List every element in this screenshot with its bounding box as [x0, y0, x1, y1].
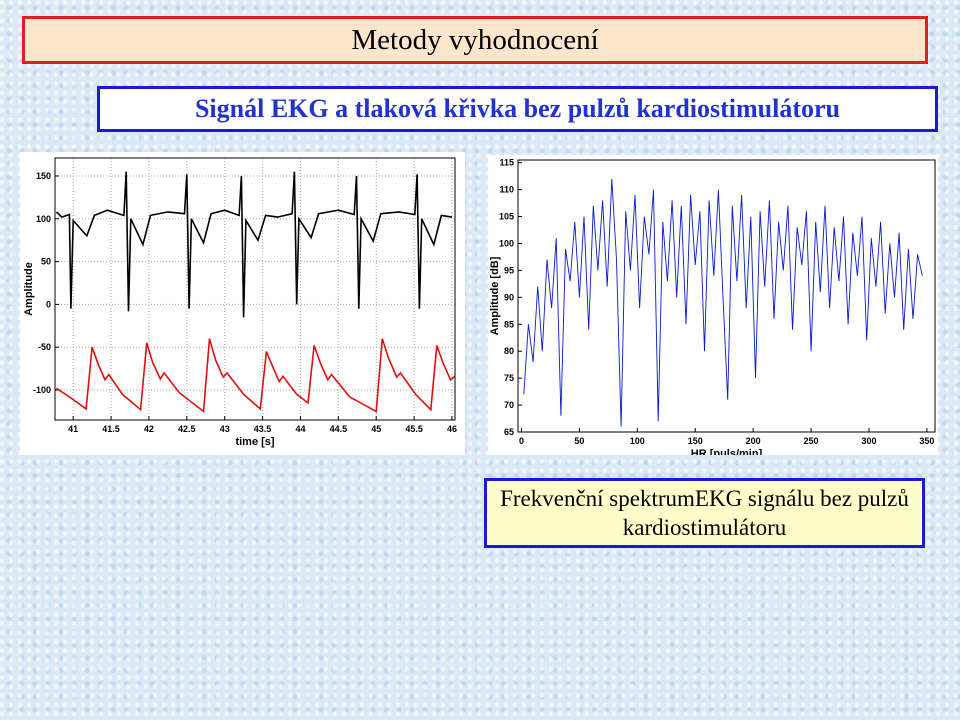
data-line: [56, 338, 456, 413]
x-axis-label: time [s]: [235, 436, 274, 448]
y-tick-label: 100: [36, 214, 51, 224]
y-tick-label: 70: [504, 400, 514, 410]
caption: Frekvenční spektrumEKG signálu bez pulzů…: [484, 478, 925, 548]
x-tick-label: 300: [861, 436, 876, 446]
x-tick-label: 44.5: [330, 424, 348, 434]
y-tick-label: 105: [499, 212, 514, 222]
plot-area: [55, 158, 455, 420]
y-tick-label: 85: [504, 319, 514, 329]
data-line: [523, 178, 923, 427]
y-tick-label: 0: [46, 299, 51, 309]
x-tick-label: 41.5: [102, 424, 120, 434]
y-tick-label: 65: [504, 427, 514, 437]
plot-frame: [517, 159, 936, 433]
x-tick-label: 43: [220, 424, 230, 434]
y-axis-label: Amplitude: [23, 262, 35, 316]
x-tick-label: 45: [371, 424, 381, 434]
plot-frame: [54, 157, 456, 421]
x-tick-label: 43.5: [254, 424, 272, 434]
y-tick-label: -100: [33, 385, 51, 395]
x-tick-label: 150: [688, 436, 703, 446]
x-tick-label: 42.5: [178, 424, 196, 434]
y-tick-label: 75: [504, 373, 514, 383]
x-axis-label: HR [puls/min]: [691, 448, 763, 455]
x-tick-label: 100: [630, 436, 645, 446]
y-tick-label: -50: [38, 342, 51, 352]
plot-area: [518, 160, 935, 432]
x-tick-label: 0: [519, 436, 524, 446]
x-tick-label: 44: [295, 424, 305, 434]
y-tick-label: 150: [36, 171, 51, 181]
subtitle: Signál EKG a tlaková křivka bez pulzů ka…: [97, 86, 938, 132]
x-tick-label: 42: [144, 424, 154, 434]
x-tick-label: 350: [919, 436, 934, 446]
y-tick-label: 110: [499, 185, 514, 195]
y-axis-label: Amplitude [dB]: [489, 256, 501, 335]
x-tick-label: 50: [574, 436, 584, 446]
x-tick-label: 46: [447, 424, 457, 434]
x-tick-label: 41: [68, 424, 78, 434]
x-tick-label: 45.5: [405, 424, 423, 434]
x-tick-label: 250: [804, 436, 819, 446]
y-tick-label: 50: [41, 257, 51, 267]
y-tick-label: 115: [499, 158, 514, 168]
ecg-chart: 41 41.5 42 42.5 43 43.5 44 44.5 45 45.5 46 -100 -50 0…: [20, 152, 465, 455]
y-tick-label: 90: [504, 292, 514, 302]
y-tick-label: 100: [499, 238, 514, 248]
data-line: [55, 171, 453, 318]
y-tick-label: 80: [504, 346, 514, 356]
spectrum-chart: 0 50 100 150 200 250 300 350 65 70 75 80 85 90 95 100 10…: [488, 155, 938, 455]
x-tick-label: 200: [746, 436, 761, 446]
title: Metody vyhodnocení: [22, 16, 928, 64]
y-tick-label: 95: [504, 265, 514, 275]
